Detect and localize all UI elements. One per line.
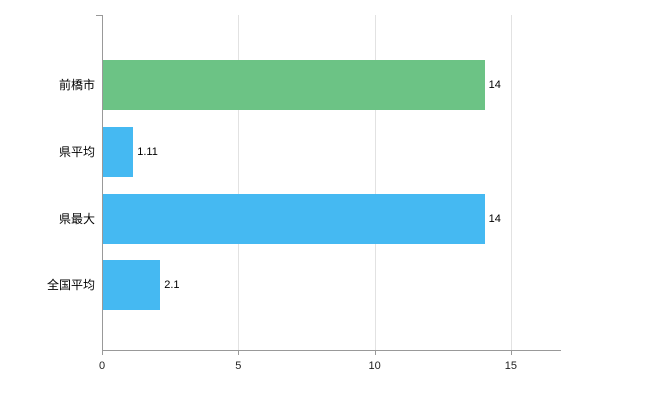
category-label: 前橋市 (58, 78, 95, 93)
y-axis-top-tick (96, 15, 102, 16)
gridline (374, 15, 376, 350)
category-label: 全国平均 (46, 278, 95, 293)
value-label: 14 (488, 212, 501, 225)
value-label: 14 (488, 79, 501, 92)
x-tick-label: 0 (98, 360, 106, 372)
category-label: 県平均 (58, 145, 95, 160)
value-label: 1.11 (137, 146, 158, 159)
gridline (510, 15, 512, 350)
gridline (238, 15, 240, 350)
bar (103, 60, 485, 111)
x-axis-tick (374, 350, 376, 355)
x-axis-tick (510, 350, 512, 355)
x-axis-line (102, 350, 561, 351)
bar (103, 193, 485, 244)
x-tick-label: 15 (504, 360, 518, 372)
x-axis-tick (102, 350, 103, 355)
bar (103, 260, 161, 311)
y-axis-line (102, 15, 103, 350)
category-label: 県最大 (58, 211, 95, 226)
x-tick-label: 5 (235, 360, 242, 372)
value-label: 2.1 (164, 279, 180, 292)
x-axis-tick (238, 350, 240, 355)
bar (103, 127, 134, 178)
x-tick-label: 10 (368, 360, 381, 372)
